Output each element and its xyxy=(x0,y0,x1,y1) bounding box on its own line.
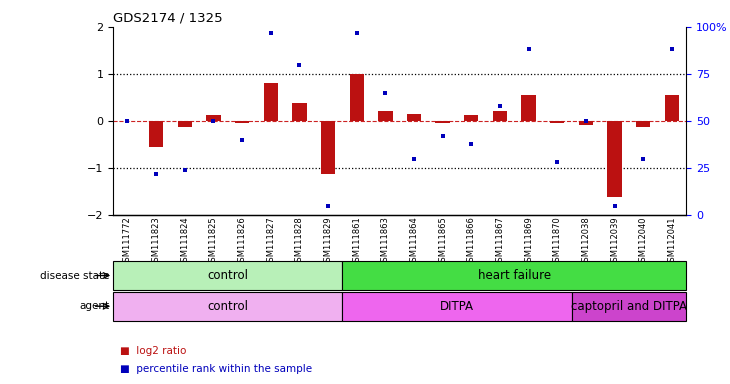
Bar xyxy=(149,121,164,147)
Bar xyxy=(350,74,364,121)
Bar xyxy=(550,121,564,123)
Text: agent: agent xyxy=(80,301,109,311)
Bar xyxy=(292,103,307,121)
Text: control: control xyxy=(207,300,248,313)
Point xyxy=(637,156,649,162)
Bar xyxy=(636,121,650,127)
Point xyxy=(580,118,592,124)
Point xyxy=(351,30,363,36)
Text: heart failure: heart failure xyxy=(477,269,551,282)
Text: ■  log2 ratio: ■ log2 ratio xyxy=(120,346,187,356)
Bar xyxy=(342,292,572,321)
Bar xyxy=(378,111,393,121)
Bar xyxy=(521,95,536,121)
Bar xyxy=(464,115,478,121)
Bar xyxy=(579,121,593,125)
Point xyxy=(207,118,219,124)
Point xyxy=(494,103,506,109)
Text: ■  percentile rank within the sample: ■ percentile rank within the sample xyxy=(120,364,312,374)
Point xyxy=(609,203,620,209)
Bar xyxy=(665,95,679,121)
Bar xyxy=(113,261,342,290)
Point xyxy=(523,46,534,53)
Point xyxy=(265,30,277,36)
Bar xyxy=(264,83,278,121)
Text: DITPA: DITPA xyxy=(440,300,474,313)
Point xyxy=(179,167,191,173)
Text: GDS2174 / 1325: GDS2174 / 1325 xyxy=(113,11,223,24)
Point xyxy=(551,159,563,166)
Text: disease state: disease state xyxy=(40,270,110,281)
Point xyxy=(408,156,420,162)
Point xyxy=(666,46,677,53)
Bar xyxy=(436,121,450,123)
Point xyxy=(293,61,305,68)
Point xyxy=(150,170,162,177)
Bar xyxy=(407,114,421,121)
Text: captopril and DITPA: captopril and DITPA xyxy=(571,300,687,313)
Point xyxy=(322,203,334,209)
Bar xyxy=(207,115,220,121)
Bar xyxy=(113,292,342,321)
Point xyxy=(437,133,448,139)
Bar xyxy=(493,111,507,121)
Bar xyxy=(321,121,335,174)
Point xyxy=(380,90,391,96)
Bar xyxy=(572,292,686,321)
Point xyxy=(122,118,134,124)
Point xyxy=(237,137,248,143)
Bar xyxy=(607,121,622,197)
Bar xyxy=(235,121,249,123)
Bar xyxy=(177,121,192,127)
Text: control: control xyxy=(207,269,248,282)
Point xyxy=(466,141,477,147)
Bar xyxy=(342,261,686,290)
